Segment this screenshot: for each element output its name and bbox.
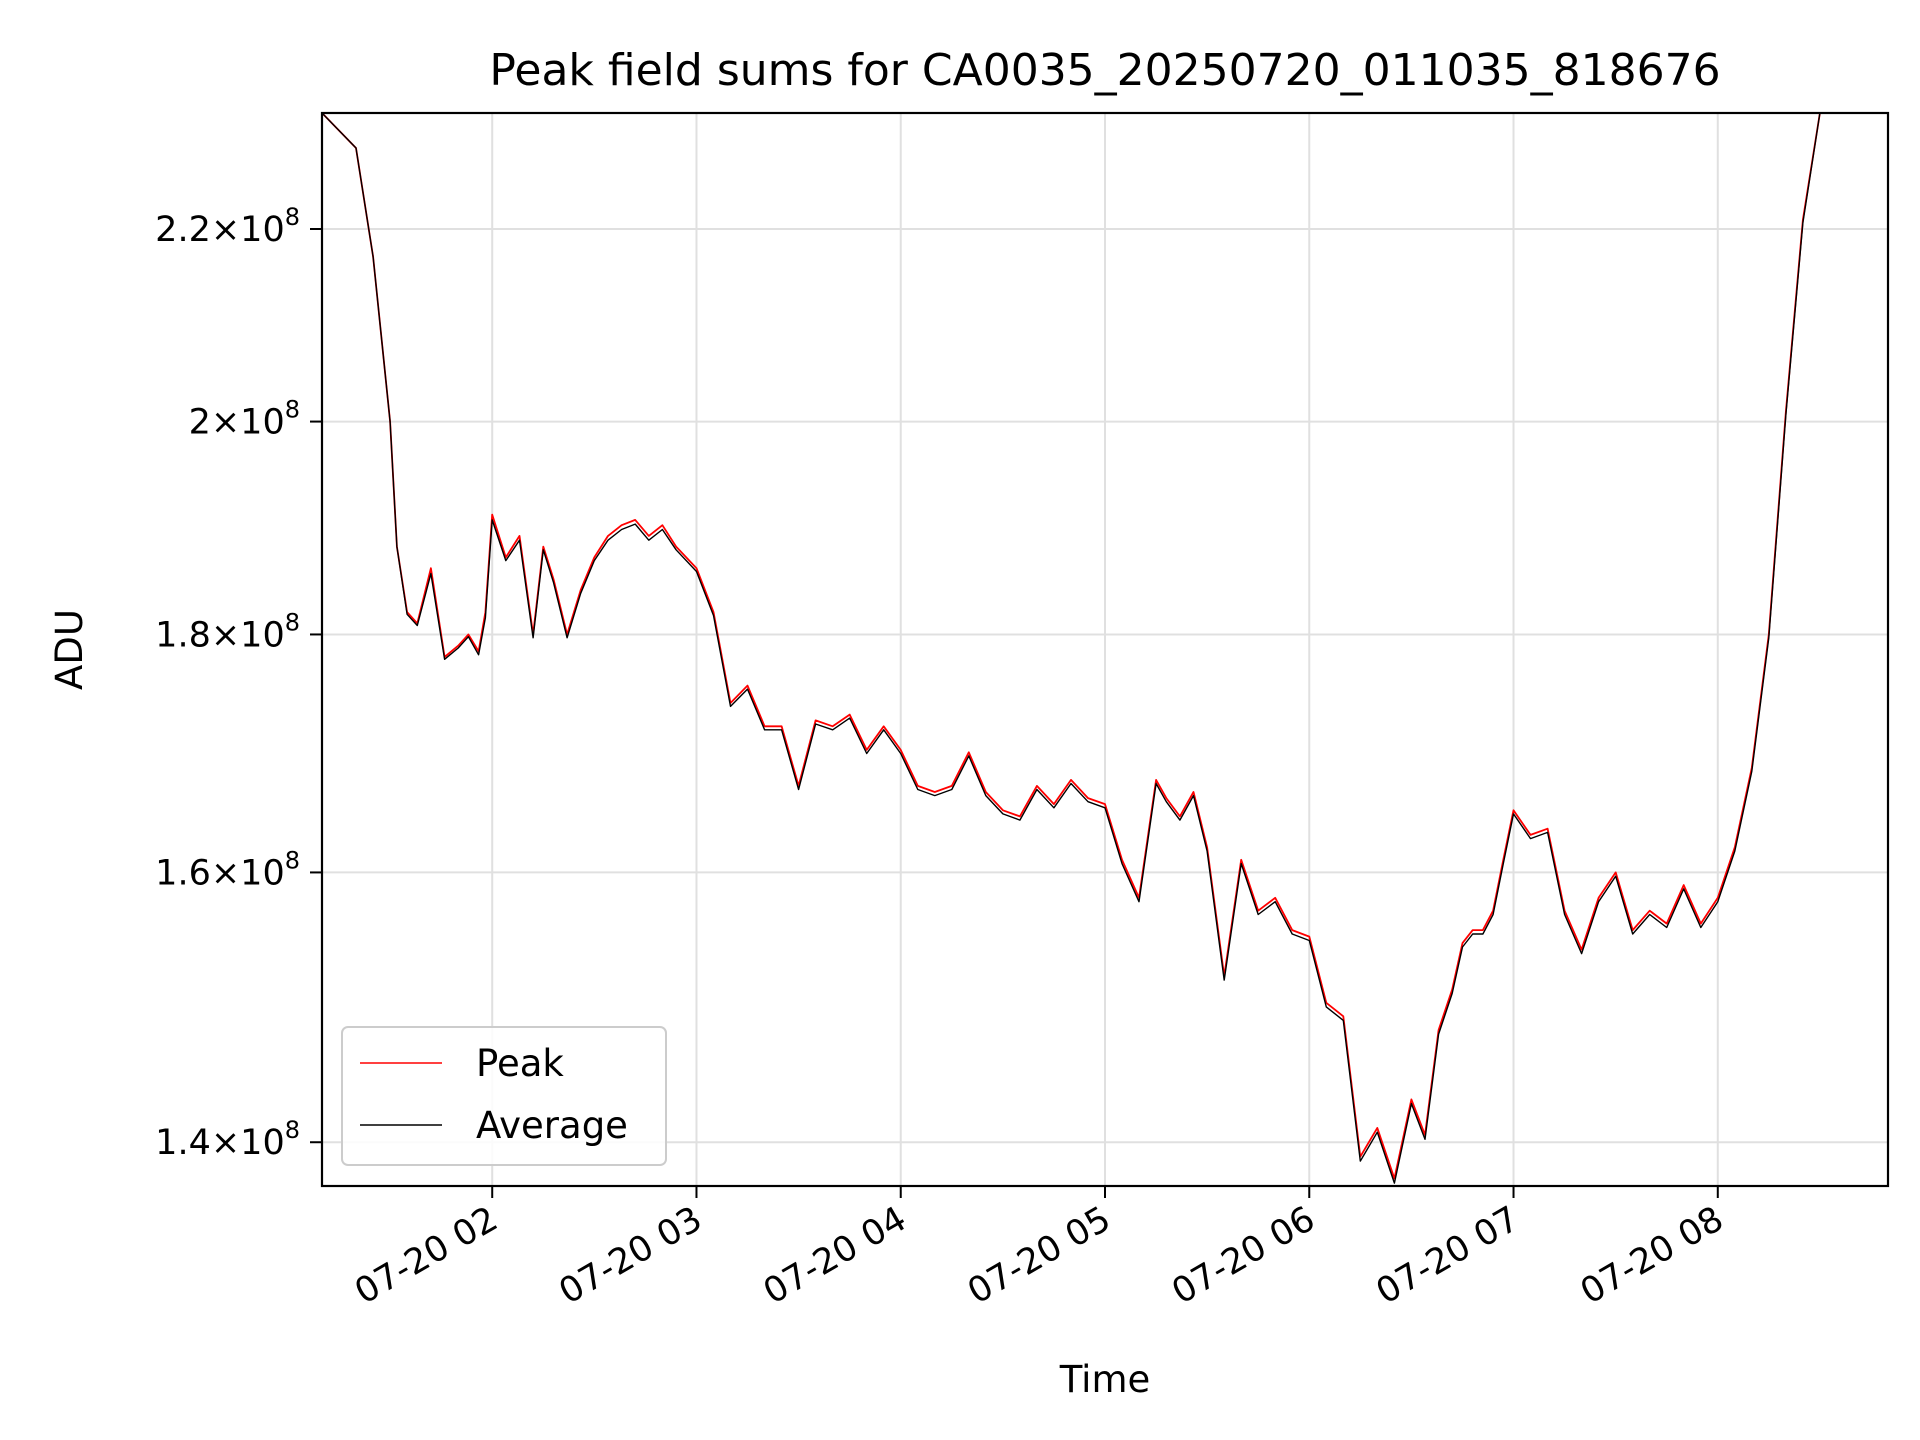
legend: Peak Average: [341, 1026, 667, 1166]
y-tick-mantissa: 2.2: [155, 210, 211, 250]
x-axis-ticks: 07-20 02 07-20 03 07-20 04 07-20 05 07-20 06…: [348, 1186, 1730, 1312]
y-tick-label: 1.4×108: [155, 1116, 300, 1163]
x-tick-label: 07-20 07: [1370, 1199, 1526, 1312]
y-tick-exponent: 8: [285, 203, 300, 231]
series-line-average: [322, 113, 1888, 1184]
x-tick-label: 07-20 08: [1574, 1199, 1730, 1312]
x-tick-label: 07-20 06: [1165, 1199, 1321, 1312]
chart-title: Peak field sums for CA0035_20250720_0110…: [489, 45, 1720, 96]
x-tick-label: 07-20 04: [757, 1199, 913, 1312]
y-tick-exponent: 8: [285, 846, 300, 874]
y-tick-mantissa: 1.8: [155, 615, 211, 655]
x-axis-title: Time: [1059, 1358, 1151, 1401]
y-tick-label: 2×108: [189, 396, 300, 443]
y-tick-label: 1.6×108: [155, 846, 300, 893]
y-tick-label: 2.2×108: [155, 203, 300, 250]
x-tick-label: 07-20 02: [348, 1199, 504, 1312]
y-tick-mantissa: 1.6: [155, 853, 211, 893]
grid-lines: [322, 113, 1888, 1186]
series-line-peak: [322, 113, 1888, 1180]
y-tick-exponent: 8: [285, 1116, 300, 1144]
y-tick-exponent: 8: [285, 396, 300, 424]
y-tick-mantissa: 2: [189, 403, 211, 443]
legend-label-peak: Peak: [476, 1042, 564, 1085]
y-tick-exponent: 8: [285, 608, 300, 636]
x-tick-label: 07-20 05: [961, 1199, 1117, 1312]
y-tick-mantissa: 1.4: [155, 1123, 211, 1163]
y-axis-ticks: 1.4×108 1.6×108 1.8×108 2×108 2.2×108: [155, 203, 322, 1163]
y-axis-title: ADU: [48, 609, 91, 690]
legend-box: [341, 1026, 667, 1166]
series-lines: [322, 113, 1888, 1184]
legend-label-average: Average: [476, 1104, 628, 1147]
x-tick-label: 07-20 03: [553, 1199, 709, 1312]
y-tick-label: 1.8×108: [155, 608, 300, 655]
